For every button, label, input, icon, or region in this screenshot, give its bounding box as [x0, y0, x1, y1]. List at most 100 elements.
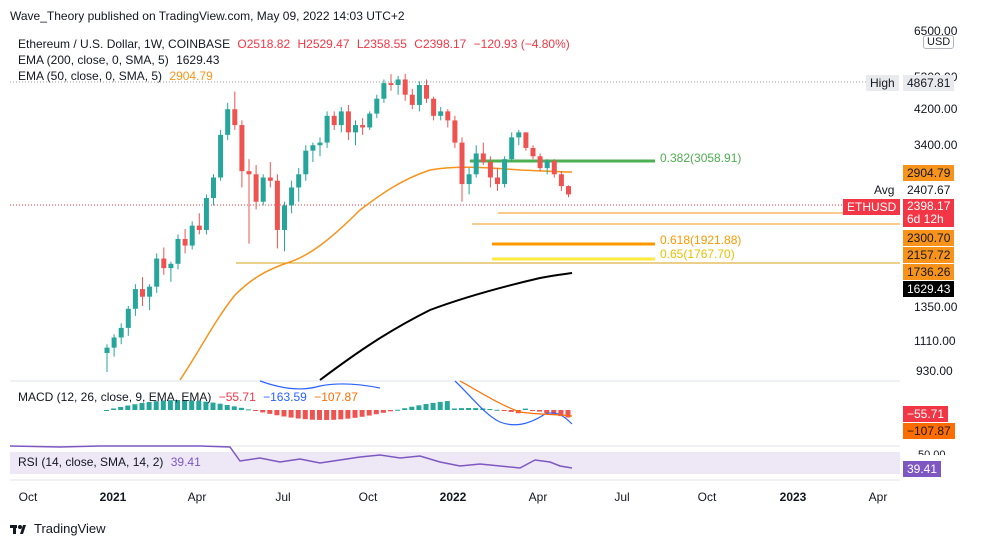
fib-0618-label: 0.618(1921.88) — [660, 233, 742, 247]
candle-body — [182, 238, 188, 246]
ema50-label: EMA (50, close, 0, SMA, 5) — [18, 69, 163, 83]
candle-body — [487, 162, 493, 178]
time-axis-label: Apr — [868, 490, 888, 504]
macd-pane — [104, 380, 573, 426]
candle-body — [218, 134, 224, 178]
candle-body — [274, 180, 280, 230]
macd-hist-bar — [260, 410, 266, 413]
macd-hist-bar — [160, 400, 166, 410]
rsi-legend[interactable]: RSI (14, close, SMA, 14, 2) 39.41 — [18, 455, 205, 469]
macd-hist-value: −55.71 — [218, 390, 256, 404]
candle-body — [211, 177, 216, 199]
macd-hist-bar — [210, 402, 216, 410]
candle-body — [111, 337, 117, 348]
candle-body — [438, 111, 444, 116]
macd-hist-bar — [246, 409, 251, 411]
macd-hist-bar — [153, 401, 159, 410]
tradingview-logo[interactable]: TradingView — [10, 521, 106, 536]
close-value: C2398.17 — [414, 37, 467, 51]
macd-hist-bar — [451, 408, 457, 410]
macd-line-value: −163.59 — [263, 390, 307, 404]
macd-hist-bar — [331, 410, 337, 420]
currency-button[interactable]: USD — [923, 35, 955, 49]
candle-body — [431, 98, 437, 116]
macd-hist-bar — [267, 410, 273, 414]
macd-hist-bar — [189, 400, 195, 410]
candle-body — [388, 83, 394, 86]
macd-hist-bar — [167, 400, 173, 410]
ema50-value: 2904.79 — [169, 69, 213, 83]
macd-hist-bar — [175, 400, 180, 410]
candle-body — [345, 111, 351, 133]
macd-hist-bar — [551, 410, 557, 415]
macd-hist-bar — [522, 408, 528, 410]
time-axis-label: Oct — [18, 490, 38, 504]
publisher-line: Wave_Theory published on TradingView.com… — [10, 9, 405, 23]
brand-name: TradingView — [34, 521, 106, 536]
ema200-price-tag: 1629.43 — [903, 281, 955, 297]
candle-body — [189, 225, 195, 246]
macd-hist-bar — [537, 410, 543, 412]
candle-body — [310, 145, 316, 151]
fib-065-label: 0.65(1767.70) — [660, 247, 735, 261]
candle-body — [452, 120, 458, 143]
macd-hist-bar — [352, 410, 358, 418]
macd-hist-bar — [182, 400, 188, 410]
candle-body — [118, 327, 124, 338]
candle-body — [367, 113, 373, 128]
macd-hist-bar — [295, 410, 301, 419]
candle-body — [381, 83, 387, 99]
ema200-value: 1629.43 — [176, 53, 220, 67]
macd-legend[interactable]: MACD (12, 26, close, 9, EMA, EMA) −55.71… — [18, 390, 362, 404]
candle-body — [495, 177, 500, 185]
macd-hist-bar — [558, 410, 564, 417]
fib-0382-label: 0.382(3058.91) — [660, 151, 742, 165]
candle-body — [466, 174, 472, 185]
rsi-line — [9, 445, 573, 469]
level-tag-3: 1736.26 — [903, 264, 955, 280]
candle-body — [260, 177, 266, 202]
symbol-name: Ethereum / U.S. Dollar, 1W, COINBASE — [18, 37, 231, 51]
macd-hist-bar — [395, 409, 401, 411]
ema50-legend[interactable]: EMA (50, close, 0, SMA, 5) 2904.79 — [18, 69, 217, 83]
candle-body — [374, 98, 380, 114]
candle-body — [239, 125, 245, 172]
candle-body — [558, 174, 564, 187]
macd-hist-bar — [139, 403, 145, 410]
candle-body — [360, 125, 366, 128]
macd-hist-bar — [111, 408, 117, 410]
candle-body — [480, 153, 486, 163]
candle-body — [147, 286, 153, 297]
price-tick-0: 6500.00 — [914, 24, 958, 38]
macd-hist-bar — [380, 410, 386, 413]
candle-body — [523, 132, 529, 148]
macd-hist-bar — [373, 410, 379, 415]
price-tick-2: 4200.00 — [914, 102, 958, 116]
candle-body — [537, 156, 543, 169]
candle-body — [353, 125, 358, 133]
ema200-legend[interactable]: EMA (200, close, 0, SMA, 5) 1629.43 — [18, 53, 223, 67]
macd-hist-bar — [118, 406, 124, 410]
high-value-tag: 4867.81 — [903, 75, 955, 91]
macd-hist-bar — [324, 410, 330, 420]
candle-body — [296, 174, 302, 188]
macd-hist-tag: −55.71 — [903, 406, 949, 422]
candle-body — [409, 94, 415, 105]
macd-hist-bar — [288, 410, 294, 418]
ema200-line — [319, 272, 573, 381]
macd-hist-bar — [388, 410, 393, 412]
macd-hist-bar — [444, 401, 450, 410]
time-axis-label: 2022 — [439, 490, 467, 504]
candle-body — [395, 79, 401, 86]
candle-body — [132, 289, 138, 309]
high-label-tag: High — [866, 75, 899, 91]
candle-body — [154, 258, 160, 287]
candle-body — [161, 258, 167, 269]
macd-hist-bar — [530, 410, 535, 411]
candle-body — [246, 171, 252, 175]
rsi-band — [10, 452, 900, 474]
candle-body — [196, 225, 202, 230]
time-axis-label: Oct — [358, 490, 378, 504]
macd-signal-tag: −107.87 — [903, 423, 955, 439]
